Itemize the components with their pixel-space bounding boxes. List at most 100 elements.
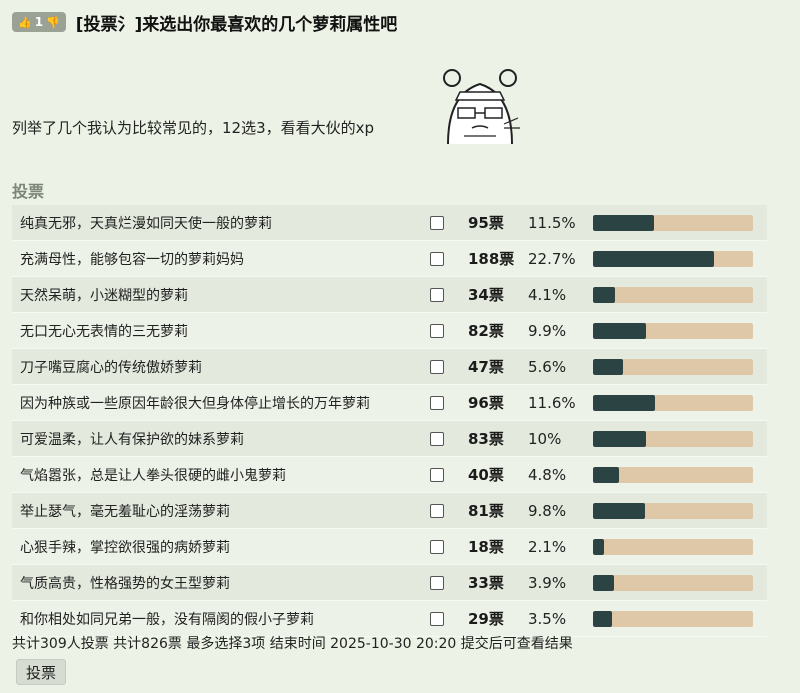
poll-option-percent: 22.7% (528, 249, 576, 268)
poll-option-row: 因为种族或一些原因年龄很大但身体停止增长的万年萝莉 96票 11.6% (12, 385, 767, 421)
poll-option-checkbox[interactable] (430, 539, 444, 554)
post-description: 列举了几个我认为比较常见的，12选3，看看大伙的xp (12, 119, 375, 137)
poll-option-checkbox[interactable] (430, 215, 444, 230)
poll-option-row: 充满母性，能够包容一切的萝莉妈妈 188票 22.7% (12, 241, 767, 277)
poll-option-checkbox[interactable] (430, 503, 444, 518)
poll-option-bar-fill (593, 214, 655, 231)
poll-option-bar (593, 430, 753, 447)
poll-option-row: 心狠手辣，掌控欲很强的病娇萝莉 18票 2.1% (12, 529, 767, 565)
poll-option-percent: 11.6% (528, 393, 576, 412)
poll-option-percent: 3.9% (528, 573, 567, 592)
poll-options: 纯真无邪，天真烂漫如同天使一般的萝莉 95票 11.5% 充满母性，能够包容一切的萝莉… (12, 205, 767, 637)
poll-option-bar-fill (593, 286, 615, 303)
poll-option-checkbox[interactable] (430, 359, 444, 374)
poll-option-label: 无口无心无表情的三无萝莉 (20, 323, 188, 340)
poll-option-bar-fill (593, 430, 647, 447)
thumbs-up-icon[interactable]: 👍 (18, 15, 32, 29)
checkbox-cell (430, 251, 468, 266)
poll-option-row: 举止瑟气，毫无羞耻心的淫荡萝莉 81票 9.8% (12, 493, 767, 529)
checkbox-cell (430, 395, 468, 410)
poll-option-percent: 4.8% (528, 465, 567, 484)
poll-option-votes: 82票 (468, 322, 504, 340)
poll-option-bar-fill (593, 322, 646, 339)
thumbs-down-icon[interactable]: 👎 (46, 15, 60, 29)
poll-option-bar-fill (593, 574, 614, 591)
poll-header: 投票 (12, 182, 45, 201)
poll-option-bar (593, 502, 753, 519)
poll-option-checkbox[interactable] (430, 323, 444, 338)
poll-option-votes: 95票 (468, 214, 504, 232)
poll-option-row: 可爱温柔，让人有保护欲的妹系萝莉 83票 10% (12, 421, 767, 457)
poll-option-votes: 34票 (468, 286, 504, 304)
poll-option-label: 心狠手辣，掌控欲很强的病娇萝莉 (20, 539, 230, 556)
anime-sticker-image (434, 64, 526, 148)
checkbox-cell (430, 215, 468, 230)
poll-option-label: 气焰嚣张，总是让人拳头很硬的雌小鬼萝莉 (20, 467, 286, 484)
poll-option-checkbox[interactable] (430, 287, 444, 302)
poll-option-checkbox[interactable] (430, 395, 444, 410)
poll-option-bar-fill (593, 358, 623, 375)
poll-option-label: 可爱温柔，让人有保护欲的妹系萝莉 (20, 431, 244, 448)
poll-summary: 共计309人投票 共计826票 最多选择3项 结束时间 2025-10-30 2… (12, 636, 573, 652)
poll-option-row: 纯真无邪，天真烂漫如同天使一般的萝莉 95票 11.5% (12, 205, 767, 241)
poll-option-bar-fill (593, 538, 605, 555)
poll-option-bar (593, 610, 753, 627)
checkbox-cell (430, 431, 468, 446)
poll-option-checkbox[interactable] (430, 611, 444, 626)
poll-option-row: 和你相处如同兄弟一般，没有隔阂的假小子萝莉 29票 3.5% (12, 601, 767, 637)
poll-option-checkbox[interactable] (430, 467, 444, 482)
checkbox-cell (430, 359, 468, 374)
poll-option-votes: 188票 (468, 250, 515, 268)
checkbox-cell (430, 611, 468, 626)
poll-option-percent: 4.1% (528, 285, 567, 304)
poll-option-bar-fill (593, 502, 646, 519)
poll-option-votes: 18票 (468, 538, 504, 556)
poll-option-label: 和你相处如同兄弟一般，没有隔阂的假小子萝莉 (20, 611, 314, 628)
poll-option-bar-fill (593, 610, 612, 627)
poll-option-bar-fill (593, 250, 715, 267)
poll-option-label: 举止瑟气，毫无羞耻心的淫荡萝莉 (20, 503, 230, 520)
submit-vote-button[interactable]: 投票 (16, 659, 67, 685)
poll-option-bar (593, 466, 753, 483)
checkbox-cell (430, 287, 468, 302)
poll-option-row: 气质高贵，性格强势的女王型萝莉 33票 3.9% (12, 565, 767, 601)
poll-option-row: 无口无心无表情的三无萝莉 82票 9.9% (12, 313, 767, 349)
poll-option-label: 气质高贵，性格强势的女王型萝莉 (20, 575, 230, 592)
post-title: [投票氵]来选出你最喜欢的几个萝莉属性吧 (75, 14, 398, 35)
poll-option-percent: 5.6% (528, 357, 567, 376)
poll-option-label: 充满母性，能够包容一切的萝莉妈妈 (20, 251, 244, 268)
post-score: 1 (34, 15, 44, 29)
checkbox-cell (430, 467, 468, 482)
poll-option-bar (593, 214, 753, 231)
poll-option-row: 天然呆萌，小迷糊型的萝莉 34票 4.1% (12, 277, 767, 313)
poll-option-percent: 2.1% (528, 537, 567, 556)
post-score-badge[interactable]: 👍 1 👎 (12, 12, 66, 32)
poll-option-votes: 40票 (468, 466, 504, 484)
poll-option-bar (593, 574, 753, 591)
checkbox-cell (430, 323, 468, 338)
poll-option-checkbox[interactable] (430, 251, 444, 266)
poll-option-percent: 3.5% (528, 609, 567, 628)
poll-option-votes: 83票 (468, 430, 504, 448)
poll-option-bar (593, 250, 753, 267)
poll-option-bar-fill (593, 394, 655, 411)
post-header: 👍 1 👎 [投票氵]来选出你最喜欢的几个萝莉属性吧 (12, 10, 398, 35)
poll-option-votes: 81票 (468, 502, 504, 520)
poll-option-percent: 9.9% (528, 321, 567, 340)
poll-option-votes: 47票 (468, 358, 504, 376)
poll-option-percent: 11.5% (528, 213, 576, 232)
checkbox-cell (430, 539, 468, 554)
poll-option-label: 刀子嘴豆腐心的传统傲娇萝莉 (20, 359, 202, 376)
checkbox-cell (430, 503, 468, 518)
poll-option-row: 气焰嚣张，总是让人拳头很硬的雌小鬼萝莉 40票 4.8% (12, 457, 767, 493)
poll-option-bar (593, 286, 753, 303)
poll-option-checkbox[interactable] (430, 431, 444, 446)
poll-option-votes: 33票 (468, 574, 504, 592)
poll-option-votes: 96票 (468, 394, 504, 412)
checkbox-cell (430, 575, 468, 590)
poll-option-label: 天然呆萌，小迷糊型的萝莉 (20, 287, 188, 304)
poll-option-percent: 10% (528, 429, 562, 448)
poll-option-checkbox[interactable] (430, 575, 444, 590)
poll-option-percent: 9.8% (528, 501, 567, 520)
poll-option-bar (593, 322, 753, 339)
